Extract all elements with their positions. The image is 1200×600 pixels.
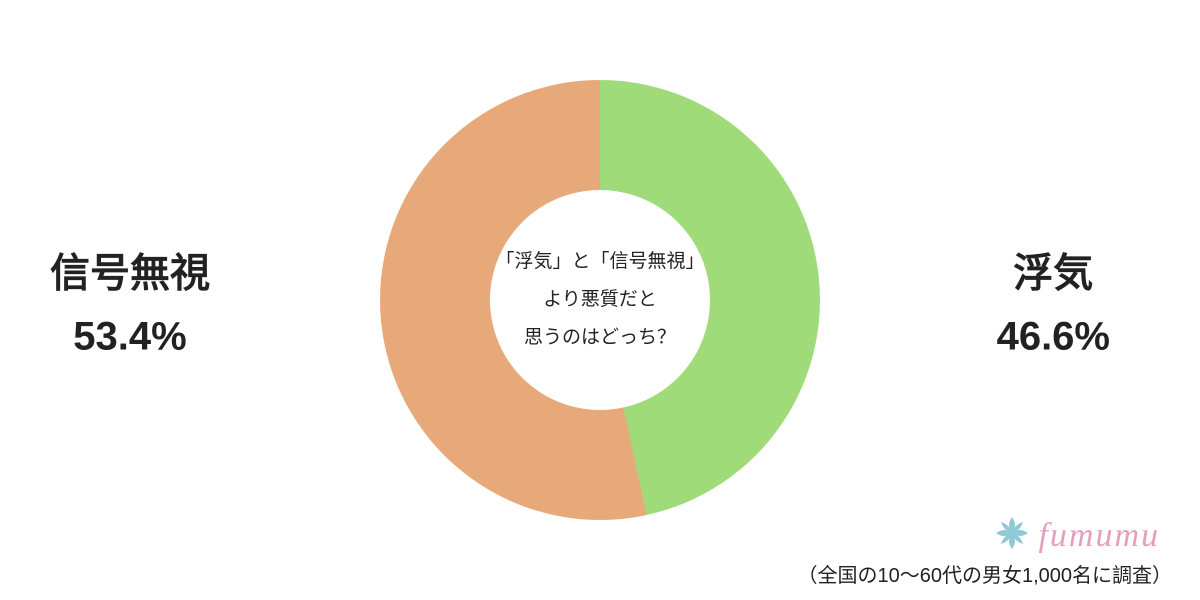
brand-flower-icon xyxy=(994,515,1030,556)
label-right-group: 浮気 46.6% xyxy=(997,241,1110,360)
survey-footnote: （全国の10〜60代の男女1,000名に調査） xyxy=(797,559,1172,588)
brand-logo: fumumu xyxy=(994,515,1160,556)
center-text-line-1: 「浮気」と「信号無視」 xyxy=(495,243,704,281)
label-left-percent: 53.4% xyxy=(50,315,210,360)
label-left-group: 信号無視 53.4% xyxy=(50,241,210,360)
donut-chart: 「浮気」と「信号無視」 より悪質だと 思うのはどっち？ xyxy=(380,80,820,520)
brand-name: fumumu xyxy=(1038,517,1160,555)
donut-center: 「浮気」と「信号無視」 より悪質だと 思うのはどっち？ xyxy=(490,190,710,410)
label-right-name: 浮気 xyxy=(997,241,1110,299)
center-text-line-2: より悪質だと xyxy=(543,281,657,319)
label-left-name: 信号無視 xyxy=(50,241,210,299)
center-text-line-3: 思うのはどっち？ xyxy=(524,319,676,357)
label-right-percent: 46.6% xyxy=(997,315,1110,360)
